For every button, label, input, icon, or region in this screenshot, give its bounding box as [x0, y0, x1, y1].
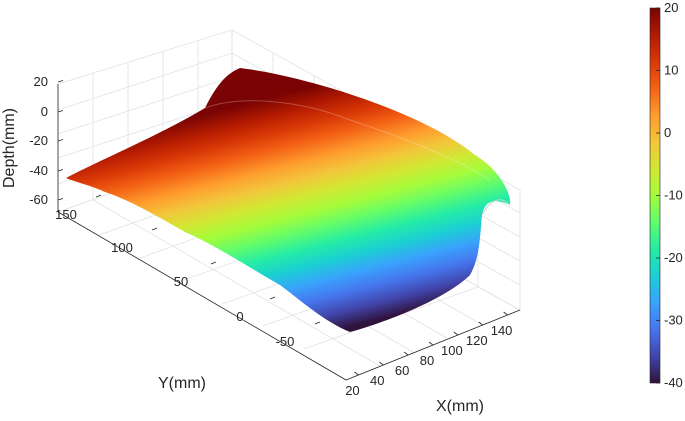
colorbar-tick-label: -10: [664, 188, 683, 203]
colorbar-tick-label: 10: [664, 63, 678, 78]
z-tick-mark: [57, 110, 64, 113]
z-tick-label: -40: [29, 163, 48, 178]
x-tick-label: 100: [441, 343, 463, 358]
x-axis-label: X(mm): [436, 398, 484, 415]
y-axis-ticks: -50 0 50 100 150: [55, 194, 321, 349]
y-tick-mark: [151, 227, 158, 231]
x-tick-label: 20: [345, 383, 359, 398]
z-axis-label: Depth(mm): [1, 108, 18, 188]
z-tick-label: 0: [41, 104, 48, 119]
z-tick-mark: [57, 198, 64, 201]
x-tick-label: 120: [466, 333, 488, 348]
surface-fill: [66, 68, 511, 332]
surface-highlight: [204, 100, 491, 181]
x-tick-mark: [379, 361, 384, 366]
y-tick-label: 150: [55, 207, 77, 222]
z-tick-mark: [57, 80, 64, 83]
x-tick-mark: [453, 331, 459, 336]
y-axis-label: Y(mm): [158, 375, 206, 392]
colorbar-tick-label: 20: [664, 0, 678, 15]
z-tick-label: 20: [34, 74, 48, 89]
z-tick-label: -20: [29, 133, 48, 148]
depth-surface: [66, 68, 511, 332]
y-tick-label: 100: [111, 240, 133, 255]
y-tick-mark: [210, 261, 217, 265]
z-tick-mark: [57, 139, 64, 142]
colorbar-tick-label: 0: [664, 125, 671, 140]
y-tick-mark: [314, 321, 321, 325]
colorbar-tick-label: -40: [664, 375, 683, 390]
x-tick-mark: [354, 371, 359, 376]
z-tick-label: -60: [29, 192, 48, 207]
x-tick-mark: [428, 341, 434, 346]
colorbar-ticks: 20 10 0 -10 -20 -30 -40: [656, 0, 683, 390]
y-tick-label: 0: [236, 309, 243, 324]
x-tick-mark: [503, 311, 508, 316]
y-tick-mark: [95, 194, 102, 198]
x-tick-label: 40: [370, 373, 384, 388]
x-tick-mark: [478, 321, 483, 326]
x-tick-label: 80: [420, 353, 434, 368]
surface-edge: [481, 199, 511, 216]
x-tick-mark: [403, 351, 409, 356]
colorbar-tick-label: -20: [664, 250, 683, 265]
colorbar-tick-label: -30: [664, 313, 683, 328]
x-tick-label: 140: [491, 323, 513, 338]
colorbar: 20 10 0 -10 -20 -30 -40: [649, 0, 683, 390]
z-tick-mark: [57, 169, 64, 172]
x-tick-label: 60: [395, 363, 409, 378]
y-tick-label: -50: [276, 334, 295, 349]
z-axis-ticks: 20 0 -20 -40 -60: [29, 74, 64, 207]
y-tick-mark: [269, 296, 276, 300]
y-tick-label: 50: [174, 274, 188, 289]
